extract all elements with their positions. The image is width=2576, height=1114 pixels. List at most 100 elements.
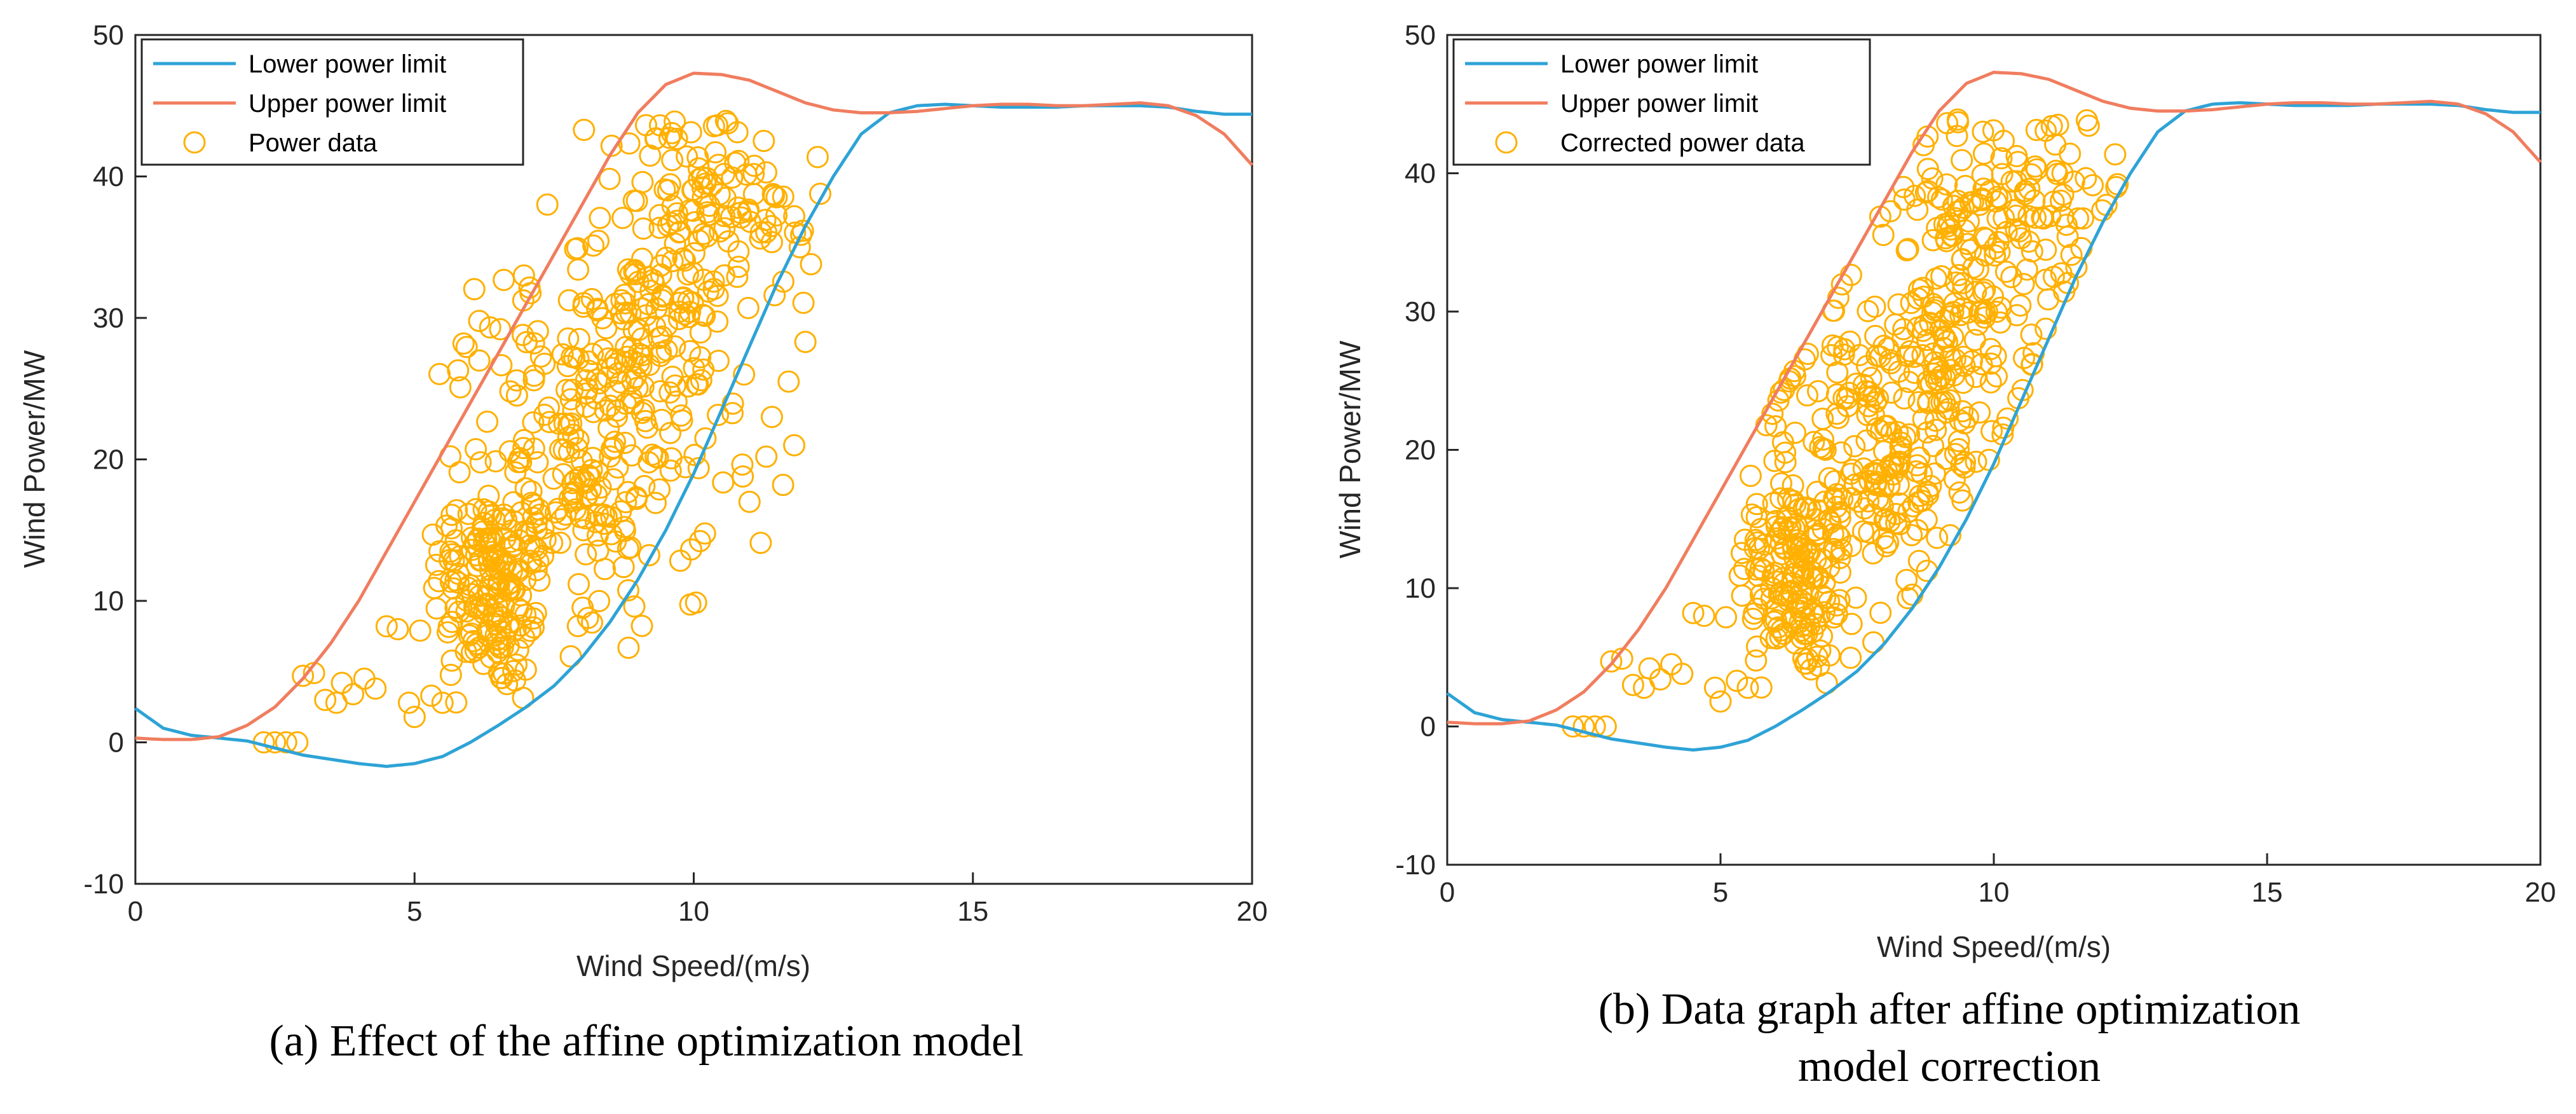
- data-point: [512, 429, 535, 451]
- data-point: [502, 659, 525, 682]
- data-point: [1963, 329, 1986, 352]
- data-point: [561, 490, 583, 512]
- data-point: [613, 432, 636, 454]
- data-point: [577, 359, 600, 382]
- data-point: [528, 569, 551, 592]
- data-point: [431, 691, 454, 714]
- data-point: [1897, 238, 1919, 261]
- data-point: [1764, 415, 1787, 437]
- data-point: [425, 553, 447, 576]
- data-point: [733, 363, 756, 386]
- data-point: [1814, 438, 1837, 461]
- data-point: [1774, 451, 1797, 474]
- data-point: [765, 204, 788, 227]
- data-point: [1782, 474, 1804, 497]
- data-point: [1785, 556, 1808, 579]
- y-tick-label: 20: [93, 444, 124, 476]
- y-tick-label: 0: [1421, 712, 1436, 743]
- data-point: [1935, 401, 1958, 424]
- data-point: [1992, 416, 2015, 439]
- data-point: [783, 205, 806, 228]
- data-point: [534, 528, 557, 551]
- data-point: [264, 731, 287, 753]
- y-tick-label: -10: [1395, 849, 1436, 881]
- data-point: [606, 405, 628, 428]
- y-tick-label: 20: [1405, 435, 1436, 466]
- data-point: [637, 544, 660, 567]
- data-point: [555, 378, 578, 401]
- data-point: [524, 602, 547, 624]
- data-point: [644, 492, 667, 514]
- data-point: [630, 614, 653, 637]
- data-point: [690, 369, 712, 392]
- data-point: [1752, 559, 1775, 582]
- data-point: [1799, 658, 1822, 681]
- data-point: [465, 544, 487, 567]
- data-point: [622, 319, 645, 342]
- data-point: [1840, 612, 1863, 635]
- x-tick-label: 20: [1237, 896, 1268, 927]
- data-point: [1988, 240, 2011, 263]
- data-point: [480, 568, 503, 591]
- data-point: [1913, 313, 1936, 336]
- data-point: [1671, 663, 1694, 685]
- data-point: [1784, 422, 1806, 444]
- y-tick-label: 0: [109, 727, 124, 759]
- data-point: [589, 207, 611, 230]
- data-point: [1813, 490, 1836, 513]
- data-point: [1973, 244, 1996, 267]
- data-point: [533, 352, 556, 375]
- data-point: [568, 573, 590, 596]
- data-point: [672, 247, 695, 270]
- x-tick-label: 0: [128, 896, 143, 927]
- data-point: [463, 278, 486, 301]
- data-point: [476, 624, 499, 647]
- data-point: [1823, 488, 1846, 511]
- data-point: [749, 221, 772, 244]
- data-point: [1895, 239, 1918, 262]
- data-point: [1745, 493, 1768, 516]
- data-point: [664, 110, 686, 133]
- data-point: [1813, 601, 1836, 624]
- data-point: [496, 673, 519, 696]
- data-point: [1968, 401, 1991, 424]
- data-point: [586, 299, 609, 322]
- data-point: [2000, 266, 2023, 289]
- data-point: [597, 347, 620, 370]
- data-point: [574, 471, 597, 494]
- data-point: [1949, 409, 1972, 432]
- data-point: [509, 614, 532, 637]
- data-point: [440, 504, 463, 526]
- data-point: [587, 230, 610, 252]
- data-point: [755, 221, 778, 244]
- data-point: [547, 497, 569, 520]
- data-point: [573, 118, 596, 141]
- data-point: [1715, 606, 1738, 629]
- data-point: [580, 288, 603, 310]
- data-point: [588, 589, 611, 612]
- legend-entry-label: Upper power limit: [1560, 90, 1758, 118]
- data-point: [1803, 430, 1825, 453]
- data-point: [679, 340, 702, 362]
- data-point: [1746, 531, 1769, 554]
- data-point: [582, 343, 604, 366]
- data-point: [1763, 450, 1786, 472]
- data-point: [1907, 278, 1930, 301]
- data-point: [622, 189, 645, 212]
- data-point: [632, 217, 655, 240]
- data-point: [1907, 287, 1930, 310]
- data-point: [794, 331, 817, 354]
- data-point: [659, 459, 682, 482]
- data-point: [558, 441, 580, 464]
- data-point: [455, 600, 478, 622]
- data-point: [507, 558, 530, 581]
- data-point: [649, 380, 672, 402]
- data-point: [502, 579, 524, 602]
- data-point: [1782, 533, 1804, 556]
- data-point: [761, 406, 783, 429]
- data-point: [425, 597, 448, 620]
- data-point: [398, 691, 420, 714]
- data-point: [1806, 566, 1829, 589]
- data-point: [685, 373, 708, 395]
